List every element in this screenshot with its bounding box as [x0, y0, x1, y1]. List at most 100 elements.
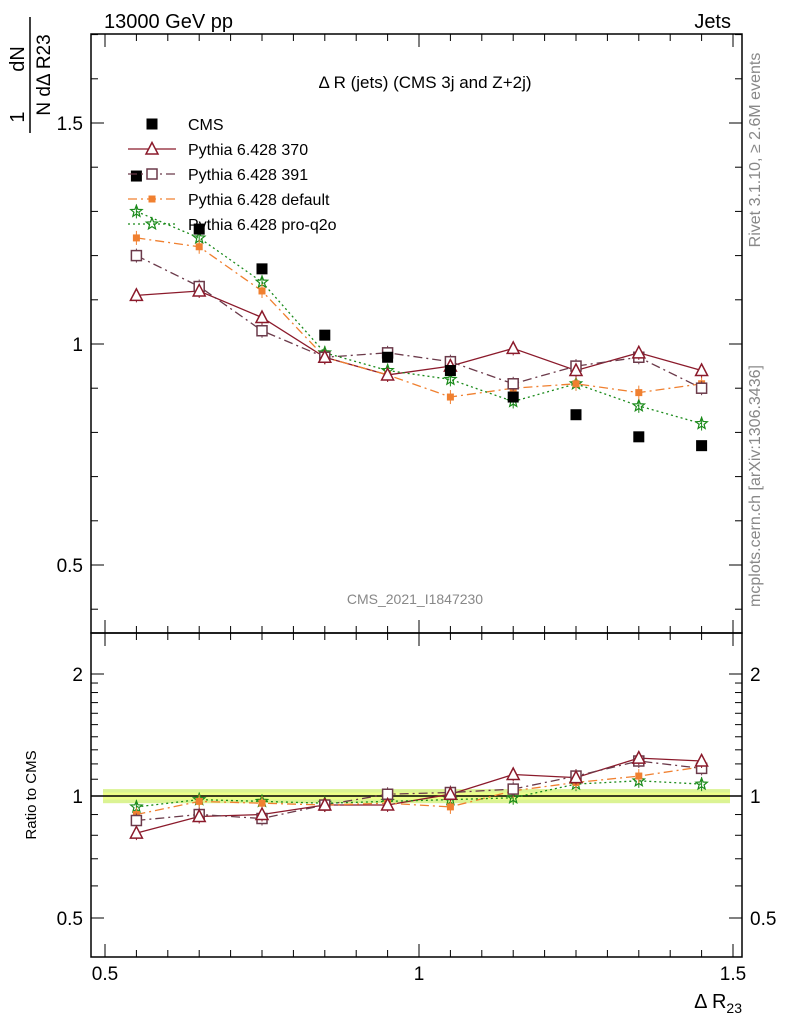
x-tick-label: 1 — [414, 964, 425, 985]
ylabel-numerator-dn: dN — [7, 46, 29, 72]
ratio-data-point — [631, 750, 647, 764]
ratio-data-point — [568, 769, 584, 784]
ratio-data-point — [130, 814, 143, 827]
rivet-label: Rivet 3.1.10, ≥ 2.6M events — [747, 53, 764, 248]
data-point — [319, 329, 331, 341]
y-tick-label: 1 — [72, 335, 83, 356]
ratio-data-point — [635, 772, 643, 780]
plot-title: Δ R (jets) (CMS 3j and Z+2j) — [318, 73, 531, 92]
data-point — [193, 223, 205, 235]
ratio-series-line — [136, 757, 702, 834]
y-tick-label: 1.5 — [57, 114, 83, 135]
data-point — [631, 344, 647, 359]
data-point — [129, 287, 144, 302]
legend-entry: Pythia 6.428 default — [128, 192, 330, 209]
ratio-data-point — [505, 766, 521, 781]
x-tick-label: 1.5 — [720, 964, 746, 985]
data-point — [256, 263, 268, 275]
ratio-y-tick-label: 1 — [72, 787, 83, 808]
data-point — [444, 365, 456, 377]
x-tick-labels: 0.5 1 1.5 — [92, 964, 746, 985]
data-point — [696, 440, 708, 452]
series-markers — [132, 230, 706, 405]
data-point — [132, 234, 140, 242]
ratio-data-point — [694, 776, 709, 791]
legend: CMS Pythia 6.428 370 Pythia 6.428 391 Pythi… — [128, 117, 337, 234]
ratio-y-tick-label-right: 0.5 — [750, 909, 776, 930]
main-ylabel: 1 dN N dΔ R23 — [7, 17, 55, 133]
ratio-data-point — [380, 796, 395, 811]
series-markers — [130, 170, 708, 452]
series-markers — [130, 248, 708, 396]
legend-marker — [144, 216, 160, 231]
legend-entry: CMS — [146, 117, 224, 134]
data-point — [129, 203, 144, 218]
data-point — [256, 324, 268, 337]
ratio-y-tick-label: 2 — [72, 665, 83, 686]
legend-entry: Pythia 6.428 391 — [128, 167, 308, 184]
series-markers — [129, 203, 709, 431]
ratio-panel: 0.5 0.5 1 1 2 2 Ratio to CMS 0.5 1 1.5 Δ R23 — [23, 632, 776, 1016]
mcplots-label: mcplots.cern.ch [arXiv:1306.3436] — [747, 365, 764, 607]
data-point — [380, 366, 395, 381]
ratio-series-line — [136, 760, 702, 822]
main-ticks: 0.511.522.5 — [57, 34, 742, 633]
x-tick-label: 0.5 — [92, 964, 118, 985]
ylabel-numerator-one: 1 — [7, 111, 29, 122]
legend-label: Pythia 6.428 pro-q2o — [188, 217, 337, 234]
legend-marker — [148, 195, 156, 203]
ratio-data-point — [191, 808, 207, 823]
ratio-y-tick-label-right: 1 — [750, 787, 761, 808]
ratio-data-point — [129, 824, 144, 839]
data-point — [633, 431, 645, 443]
ratio-ylabel: Ratio to CMS — [23, 750, 40, 839]
data-point — [695, 382, 708, 394]
legend-marker — [146, 168, 158, 180]
data-point — [631, 398, 647, 413]
legend-label: Pythia 6.428 370 — [188, 142, 308, 159]
data-point — [505, 340, 521, 355]
ratio-data-point — [258, 799, 266, 807]
ratio-data-point — [195, 797, 203, 805]
data-point — [443, 371, 458, 386]
main-series — [129, 170, 709, 452]
legend-label: CMS — [188, 117, 224, 134]
data-point — [507, 391, 519, 403]
ratio-panel-frame — [90, 632, 743, 958]
series-line — [136, 210, 702, 425]
ratio-data-point — [631, 773, 647, 788]
y-tick-label: 0.5 — [57, 556, 83, 577]
series-line — [136, 290, 702, 376]
data-point — [572, 380, 580, 388]
series-line — [136, 255, 702, 389]
legend-entry: Pythia 6.428 370 — [128, 140, 308, 159]
data-point — [382, 351, 394, 363]
ratio-data-point — [507, 783, 519, 795]
data-point — [446, 393, 454, 401]
legend-entry: Pythia 6.428 pro-q2o — [128, 216, 337, 234]
legend-label: Pythia 6.428 391 — [188, 167, 308, 184]
data-point — [635, 389, 643, 397]
data-point — [568, 362, 584, 377]
data-point — [195, 243, 203, 251]
data-point — [694, 415, 709, 430]
ratio-data-point — [317, 796, 333, 811]
ratio-data-point — [446, 803, 454, 811]
data-point — [694, 362, 709, 377]
data-point — [258, 287, 266, 295]
ratio-data-point — [694, 752, 709, 767]
ratio-data-point — [443, 786, 458, 800]
ratio-ticks: 0.5 0.5 1 1 2 2 — [57, 633, 776, 957]
x-axis-label: Δ R23 — [694, 991, 742, 1016]
header-right-label: Jets — [694, 11, 731, 33]
ratio-y-tick-label: 0.5 — [57, 909, 83, 930]
data-point — [507, 378, 519, 390]
ratio-series-line — [136, 766, 702, 816]
header-left-label: 13000 GeV pp — [104, 11, 233, 33]
ratio-data-point — [505, 790, 521, 804]
data-point — [570, 409, 582, 421]
ratio-data-point — [254, 806, 270, 821]
main-panel: 0.511.522.5 Δ R (jets) (CMS 3j and Z+2j)… — [57, 33, 743, 634]
series-line — [136, 237, 702, 398]
